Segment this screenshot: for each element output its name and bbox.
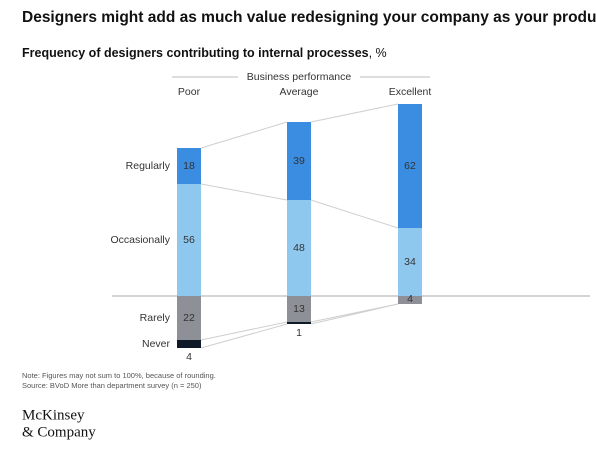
value-label: 34 — [404, 256, 416, 268]
value-label: 48 — [293, 242, 305, 254]
bar-segment — [398, 104, 422, 228]
bar-segment — [287, 200, 311, 296]
bar-segment — [398, 228, 422, 296]
unit: , % — [369, 46, 387, 60]
series-label: Never — [142, 338, 171, 350]
chart-subtitle: Frequency of designers contributing to i… — [22, 46, 387, 60]
connector — [310, 199, 399, 229]
bar-segment — [287, 322, 311, 324]
note: Note: Figures may not sum to 100%, becau… — [22, 371, 216, 380]
value-label: 13 — [293, 303, 305, 315]
bar-segment — [177, 184, 201, 296]
value-label: 4 — [186, 351, 192, 363]
chart-title: Designers might add as much value redesi… — [22, 9, 596, 26]
value-label: 1 — [296, 327, 302, 339]
connectors — [200, 103, 399, 349]
bar-segment — [287, 296, 311, 322]
bar-segment — [177, 340, 201, 348]
x-tick-label: Poor — [178, 86, 201, 98]
value-label: 22 — [183, 312, 195, 324]
value-label: 56 — [183, 234, 195, 246]
connector — [310, 303, 399, 325]
bar-segment — [287, 122, 311, 200]
value-label: 18 — [183, 160, 195, 172]
series-label: Occasionally — [110, 234, 170, 246]
connector — [200, 183, 288, 201]
connector — [200, 321, 288, 341]
logo: McKinsey — [22, 407, 85, 423]
x-axis-label: Business performance — [247, 71, 352, 83]
source: Source: BVoD More than department survey… — [22, 381, 202, 390]
bar-segment — [177, 296, 201, 340]
bar-segment — [398, 296, 422, 304]
connector — [200, 323, 288, 349]
connector — [200, 121, 288, 149]
subtitle: Frequency of designers contributing to i… — [22, 46, 369, 60]
x-tick-label: Average — [280, 86, 319, 98]
x-tick-label: Excellent — [389, 86, 432, 98]
value-label: 39 — [293, 155, 305, 167]
value-label: 4 — [407, 293, 413, 305]
value-label: 62 — [404, 160, 416, 172]
series-label: Regularly — [126, 160, 171, 172]
logo: & Company — [22, 424, 96, 440]
bar-segment — [177, 148, 201, 184]
connector — [310, 103, 399, 123]
series-label: Rarely — [140, 312, 171, 324]
